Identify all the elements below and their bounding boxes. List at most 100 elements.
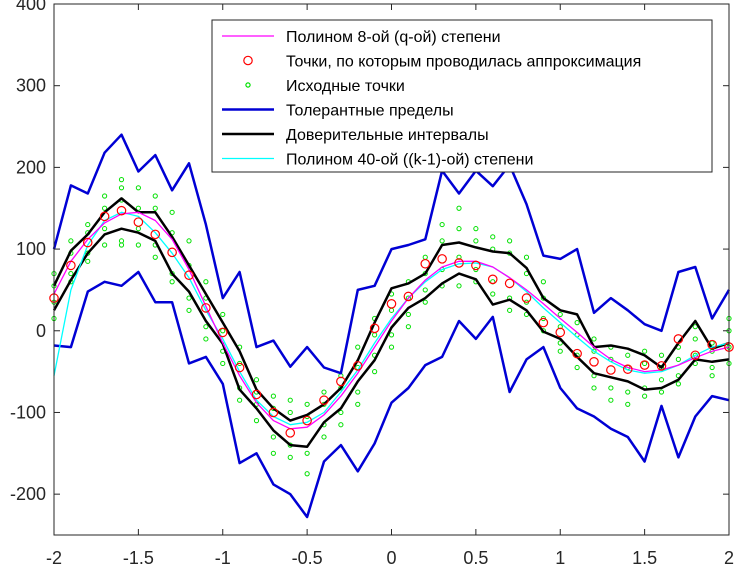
- raw-point: [102, 193, 108, 199]
- raw-point: [625, 352, 631, 358]
- x-tick-label: 1: [555, 548, 565, 568]
- raw-point: [540, 279, 546, 285]
- fit-point: [572, 348, 582, 359]
- raw-point: [473, 226, 479, 232]
- raw-point: [405, 311, 411, 318]
- raw-point: [186, 295, 192, 301]
- confidence-lower-line: [52, 227, 730, 449]
- series-fit-points: [49, 205, 734, 438]
- raw-point: [85, 221, 91, 228]
- raw-point: [692, 336, 698, 342]
- raw-point: [422, 287, 428, 293]
- fit-point: [99, 211, 110, 222]
- legend-box: [211, 19, 713, 173]
- raw-point: [675, 356, 681, 362]
- fit-point: [386, 299, 397, 309]
- raw-point: [658, 352, 665, 358]
- raw-point: [270, 450, 276, 456]
- fit-point: [437, 254, 447, 264]
- raw-point: [220, 360, 226, 367]
- raw-point: [507, 238, 513, 244]
- raw-point: [253, 418, 260, 424]
- legend-swatch-marker: [243, 55, 253, 66]
- legend-label: Точки, по которым проводилась аппроксима…: [286, 54, 641, 71]
- raw-point: [321, 434, 327, 440]
- legend-entry-polynomial-8: Полином 8-ой (q-ой) степени: [222, 29, 501, 46]
- y-tick-label: 0: [36, 321, 46, 341]
- raw-point: [709, 364, 715, 371]
- raw-point: [372, 369, 378, 375]
- raw-point: [118, 242, 125, 248]
- raw-point: [338, 422, 344, 428]
- raw-point: [355, 344, 361, 350]
- raw-point: [186, 307, 192, 313]
- raw-point: [321, 389, 327, 395]
- raw-point: [152, 205, 158, 211]
- raw-point: [658, 389, 665, 395]
- tolerance-upper-line: [52, 133, 731, 375]
- raw-point: [456, 226, 462, 232]
- raw-point: [557, 348, 563, 354]
- raw-point: [388, 344, 395, 350]
- y-tick-label: 100: [16, 239, 46, 259]
- raw-point: [608, 397, 614, 403]
- y-tick-label: 300: [16, 76, 46, 96]
- fit-point: [369, 323, 380, 334]
- fit-point: [622, 364, 633, 374]
- legend-entry-polynomial-40: Полином 40-ой ((k-1)-ой) степени: [222, 152, 533, 169]
- raw-point: [253, 377, 260, 383]
- raw-point: [591, 336, 597, 342]
- fit-point: [319, 395, 329, 406]
- raw-point: [557, 311, 563, 318]
- y-tick-label: 200: [16, 157, 46, 177]
- legend-entry-confidence: Доверительные интервалы: [222, 127, 489, 144]
- fit-point: [690, 350, 701, 361]
- legend-entry-raw-points: Исходные точки: [245, 78, 405, 95]
- fit-point: [504, 278, 515, 289]
- fit-point: [268, 407, 279, 418]
- fit-point: [336, 376, 346, 387]
- raw-point: [642, 393, 648, 399]
- raw-point: [338, 409, 344, 416]
- fit-point: [66, 260, 76, 271]
- raw-point: [186, 238, 192, 244]
- raw-point: [287, 409, 293, 416]
- raw-point: [220, 311, 226, 318]
- raw-point: [473, 238, 479, 244]
- raw-point: [270, 393, 276, 399]
- x-tick-label: -1.5: [123, 548, 154, 568]
- x-tick-label: -0.5: [292, 548, 323, 568]
- legend-entry-tolerance: Толерантные пределы: [222, 103, 454, 120]
- x-tick-label: 0: [386, 548, 396, 568]
- raw-point: [658, 377, 665, 383]
- raw-point: [523, 254, 530, 260]
- fit-point: [589, 357, 599, 367]
- raw-point: [135, 185, 141, 191]
- raw-point: [439, 238, 445, 244]
- fit-point: [167, 247, 177, 258]
- legend: Полином 8-ой (q-ой) степени Точки, по кот…: [211, 19, 713, 173]
- raw-point: [270, 434, 276, 440]
- raw-point: [456, 205, 462, 211]
- raw-point: [304, 450, 310, 456]
- legend-swatch-marker: [245, 82, 251, 88]
- fit-point: [555, 327, 566, 338]
- raw-point: [237, 397, 243, 403]
- legend-label: Толерантные пределы: [286, 103, 454, 120]
- legend-label: Доверительные интервалы: [286, 127, 489, 144]
- x-tick-label: -2: [46, 548, 62, 568]
- plot-layer: [49, 133, 734, 519]
- fit-point: [251, 389, 262, 400]
- fit-point: [454, 258, 464, 268]
- confidence-upper-line: [52, 197, 730, 422]
- raw-point: [388, 332, 395, 338]
- x-tick-label: 2: [724, 548, 734, 568]
- fit-point: [285, 428, 296, 438]
- tolerance-lower-line: [53, 270, 730, 519]
- raw-point: [203, 336, 209, 342]
- raw-point: [439, 221, 445, 228]
- fit-point: [656, 361, 667, 371]
- raw-point: [135, 205, 141, 211]
- raw-point: [355, 389, 361, 395]
